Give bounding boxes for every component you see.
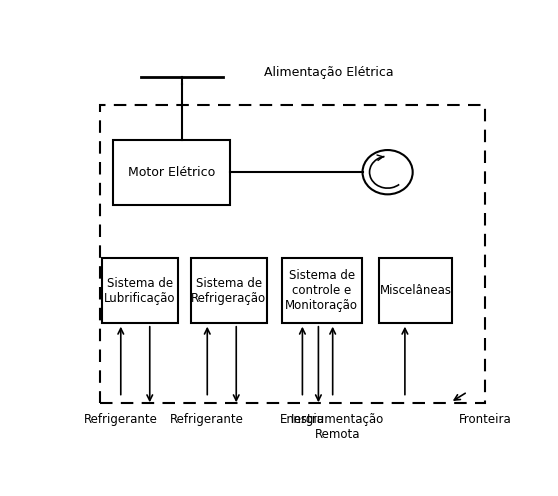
Text: Refrigerante: Refrigerante (170, 413, 244, 426)
Text: Sistema de
controle e
Monitoração: Sistema de controle e Monitoração (285, 269, 358, 312)
Bar (100, 105, 485, 403)
Text: Instrumentação
Remota: Instrumentação Remota (291, 413, 384, 441)
Bar (102, 258, 178, 323)
Text: Miscelâneas: Miscelâneas (379, 284, 452, 297)
Text: Motor Elétrico: Motor Elétrico (128, 166, 215, 179)
Text: Alimentação Elétrica: Alimentação Elétrica (264, 66, 394, 79)
Text: Sistema de
Refrigeração: Sistema de Refrigeração (191, 277, 266, 305)
Text: Sistema de
Lubrificação: Sistema de Lubrificação (104, 277, 176, 305)
Text: Energia: Energia (280, 413, 325, 426)
Bar (113, 140, 230, 205)
Bar (282, 258, 362, 323)
Text: Refrigerante: Refrigerante (84, 413, 158, 426)
Bar (191, 258, 267, 323)
Text: Fronteira: Fronteira (459, 413, 512, 426)
Bar (379, 258, 453, 323)
